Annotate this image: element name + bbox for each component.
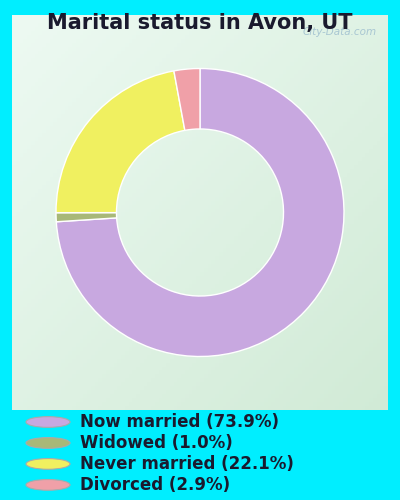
Circle shape [26, 458, 70, 469]
Circle shape [26, 438, 70, 448]
Wedge shape [56, 71, 185, 213]
Text: Marital status in Avon, UT: Marital status in Avon, UT [47, 12, 353, 32]
Circle shape [26, 416, 70, 428]
Wedge shape [174, 68, 200, 130]
Text: Widowed (1.0%): Widowed (1.0%) [80, 434, 233, 452]
Circle shape [26, 480, 70, 490]
Wedge shape [56, 68, 344, 356]
Text: City-Data.com: City-Data.com [302, 27, 377, 37]
Text: Divorced (2.9%): Divorced (2.9%) [80, 476, 230, 494]
Text: Now married (73.9%): Now married (73.9%) [80, 413, 279, 431]
Wedge shape [56, 212, 117, 222]
Text: Never married (22.1%): Never married (22.1%) [80, 455, 294, 473]
